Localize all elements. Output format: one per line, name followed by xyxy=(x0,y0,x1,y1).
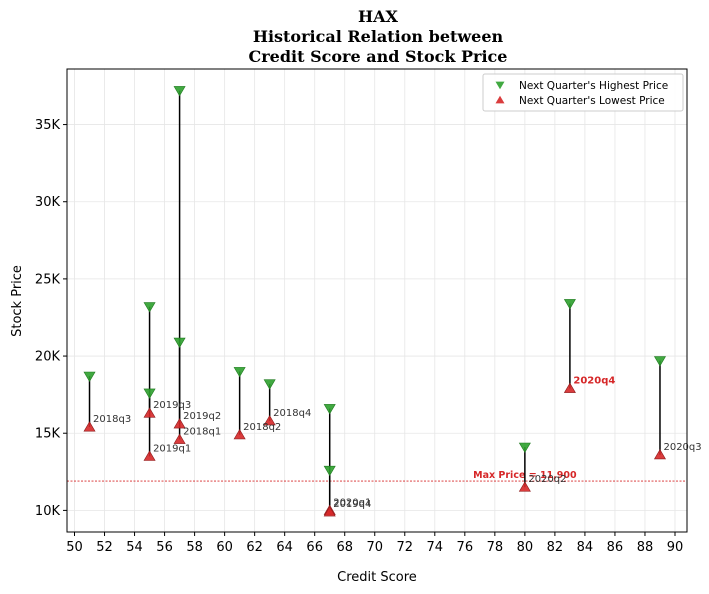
high-price-marker xyxy=(143,302,156,313)
x-tick-label: 64 xyxy=(276,540,293,555)
point-label: 2020q4 xyxy=(573,375,615,386)
chart-title: HAX Historical Relation between Credit S… xyxy=(249,7,508,66)
x-tick-label: 88 xyxy=(637,540,654,555)
low-price-marker xyxy=(233,428,246,440)
high-price-marker xyxy=(233,367,246,378)
chart-title-line-3: Credit Score and Stock Price xyxy=(249,47,508,66)
x-tick-label: 84 xyxy=(577,540,594,555)
x-tick-label: 70 xyxy=(366,540,383,555)
high-price-marker xyxy=(323,465,336,477)
x-tick-label: 62 xyxy=(246,540,263,555)
x-tick-label: 66 xyxy=(306,540,323,555)
y-tick-label: 35K xyxy=(35,118,61,133)
x-tick-label: 80 xyxy=(517,540,534,555)
x-tick-label: 76 xyxy=(457,540,474,555)
y-tick-label: 25K xyxy=(35,272,61,287)
plot-frame xyxy=(66,68,688,533)
x-tick-label: 90 xyxy=(667,540,684,555)
low-price-marker xyxy=(653,449,667,460)
y-tick-label: 30K xyxy=(35,195,61,210)
x-tick-label: 60 xyxy=(216,540,233,555)
point-label: 2019q4 xyxy=(333,499,371,510)
point-label: 2018q4 xyxy=(273,408,311,419)
y-tick-label: 15K xyxy=(35,427,61,442)
point-label: 2020q1 xyxy=(333,497,371,508)
y-tick-label: 20K xyxy=(35,350,61,365)
legend-entry-label: Next Quarter's Lowest Price xyxy=(519,95,665,107)
high-price-marker xyxy=(263,379,276,390)
low-price-marker xyxy=(143,450,156,461)
point-label: 2018q1 xyxy=(183,426,221,437)
point-label: 2020q2 xyxy=(528,474,566,485)
point-label: 2019q3 xyxy=(153,400,191,411)
reference-line-group: Max Price = 11,900 xyxy=(67,470,687,482)
point-label: 2019q2 xyxy=(183,411,221,422)
legend-entry-label: Next Quarter's Highest Price xyxy=(519,80,668,92)
y-axis-ticks: 10K 15K 20K 25K 30K 35K xyxy=(35,118,67,519)
stems xyxy=(88,90,661,512)
x-tick-label: 86 xyxy=(607,540,624,555)
low-price-marker xyxy=(143,407,156,418)
low-price-marker xyxy=(563,382,576,393)
x-tick-label: 72 xyxy=(396,540,413,555)
point-label: 2020q3 xyxy=(663,442,701,453)
point-label: 2019q1 xyxy=(153,443,191,454)
x-tick-label: 68 xyxy=(336,540,353,555)
x-axis-ticks: 50 52 54 56 58 60 62 64 66 68 70 72 74 76 78 80 82 84 86 88… xyxy=(66,532,683,555)
low-price-marker xyxy=(83,421,96,432)
legend-marker xyxy=(495,95,505,104)
low-price-marker xyxy=(173,433,186,444)
point-label: 2018q3 xyxy=(93,414,131,425)
x-tick-label: 52 xyxy=(96,540,113,555)
high-price-marker xyxy=(173,337,186,348)
high-price-marker xyxy=(653,356,667,367)
legend-box xyxy=(482,73,684,112)
chart-title-line-1: HAX xyxy=(358,7,399,26)
x-tick-label: 78 xyxy=(487,540,504,555)
high-price-marker xyxy=(518,442,531,453)
legend-marker xyxy=(495,81,505,90)
x-tick-label: 56 xyxy=(156,540,173,555)
point-labels: 2018q3 2019q3 2019q1 2019q2 2018q1 2018q2 2018… xyxy=(93,375,702,509)
markers xyxy=(83,86,667,517)
high-price-marker xyxy=(143,388,156,399)
legend: Next Quarter's Highest Price Next Quarter… xyxy=(482,73,684,112)
y-tick-label: 10K xyxy=(35,504,61,519)
point-label: 2018q2 xyxy=(243,422,281,433)
x-tick-label: 82 xyxy=(547,540,564,555)
low-price-marker xyxy=(518,481,531,492)
x-axis-label: Credit Score xyxy=(337,570,417,585)
x-tick-label: 58 xyxy=(186,540,203,555)
chart-title-line-2: Historical Relation between xyxy=(253,27,504,46)
grid xyxy=(67,69,687,532)
high-price-marker xyxy=(323,404,336,415)
high-price-marker xyxy=(563,299,576,310)
high-price-marker xyxy=(83,371,96,382)
low-price-marker xyxy=(173,418,186,429)
x-tick-label: 74 xyxy=(427,540,444,555)
y-axis-label: Stock Price xyxy=(10,265,25,337)
high-price-marker xyxy=(173,86,186,97)
low-price-marker xyxy=(263,415,276,426)
x-tick-label: 50 xyxy=(66,540,83,555)
x-tick-label: 54 xyxy=(126,540,143,555)
low-price-marker xyxy=(323,506,336,517)
